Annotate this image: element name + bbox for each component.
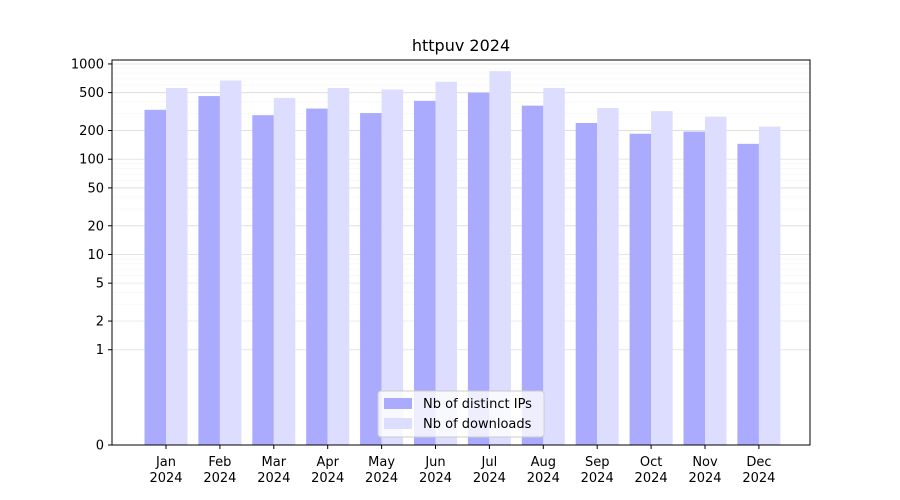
x-tick-label: Mar 2024 bbox=[257, 455, 290, 486]
x-tick-label: Jul 2024 bbox=[473, 455, 506, 486]
y-tick-label: 500 bbox=[79, 86, 104, 101]
x-tick-label: Aug 2024 bbox=[527, 455, 560, 486]
legend-box bbox=[377, 390, 545, 438]
bar-downloads bbox=[166, 87, 188, 445]
bar-distinct-ips bbox=[683, 131, 705, 445]
bars bbox=[144, 71, 781, 446]
x-tick-label: Sep 2024 bbox=[581, 455, 614, 486]
bar-distinct-ips bbox=[306, 108, 328, 445]
x-tick-label: Nov 2024 bbox=[688, 455, 721, 486]
bar-distinct-ips bbox=[629, 133, 652, 445]
y-tick-label: 20 bbox=[87, 219, 104, 234]
bar-downloads bbox=[651, 111, 673, 446]
y-axis: 0 1 2 5 10 20 50 100 200 500 1000 bbox=[71, 57, 112, 454]
x-axis: Jan 2024 Feb 2024 Mar 2024 Apr 2024 May 2024 Jun 20… bbox=[149, 445, 775, 486]
bar-distinct-ips bbox=[467, 92, 490, 446]
bar-distinct-ips bbox=[521, 105, 544, 446]
bar-downloads bbox=[489, 71, 511, 446]
bar-downloads bbox=[758, 126, 781, 445]
bar-downloads bbox=[705, 116, 727, 445]
bar-downloads bbox=[219, 80, 242, 445]
bar-distinct-ips bbox=[737, 143, 759, 445]
x-tick-label: Jan 2024 bbox=[149, 455, 182, 486]
plot-frame bbox=[111, 59, 811, 446]
y-tick-label: 1 bbox=[96, 343, 104, 358]
bar-downloads bbox=[327, 87, 350, 445]
legend: Nb of distinct IPs Nb of downloads bbox=[377, 390, 545, 438]
x-tick-label: Apr 2024 bbox=[311, 455, 344, 486]
y-tick-label: 0 bbox=[96, 439, 104, 454]
bar-distinct-ips bbox=[575, 122, 598, 446]
bar-downloads bbox=[381, 89, 404, 446]
x-tick-label: Dec 2024 bbox=[742, 455, 775, 486]
x-tick-label: Feb 2024 bbox=[203, 455, 236, 486]
bar-distinct-ips bbox=[198, 96, 220, 445]
x-tick-label: May 2024 bbox=[365, 455, 398, 486]
y-tick-label: 50 bbox=[87, 181, 104, 196]
bar-distinct-ips bbox=[144, 109, 166, 446]
x-tick-label: Jun 2024 bbox=[419, 455, 452, 486]
y-tick-label: 2 bbox=[96, 315, 104, 330]
y-tick-label: 10 bbox=[87, 248, 104, 263]
bar-distinct-ips bbox=[360, 113, 382, 446]
x-tick-label: Oct 2024 bbox=[635, 455, 668, 486]
bar-downloads bbox=[543, 87, 565, 445]
y-tick-label: 200 bbox=[79, 124, 104, 139]
bar-distinct-ips bbox=[414, 100, 436, 446]
y-tick-label: 100 bbox=[79, 153, 104, 168]
y-tick-label: 5 bbox=[96, 277, 104, 292]
bar-downloads bbox=[435, 81, 457, 445]
y-tick-label: 1000 bbox=[71, 57, 104, 72]
bar-downloads bbox=[273, 97, 296, 446]
bar-distinct-ips bbox=[252, 115, 274, 445]
bar-downloads bbox=[597, 107, 619, 445]
legend-swatch bbox=[384, 418, 412, 429]
legend-swatch bbox=[384, 398, 412, 409]
legend-label: Nb of downloads bbox=[423, 417, 532, 432]
chart-title: httpuv 2024 bbox=[412, 36, 510, 55]
legend-label: Nb of distinct IPs bbox=[423, 397, 532, 412]
